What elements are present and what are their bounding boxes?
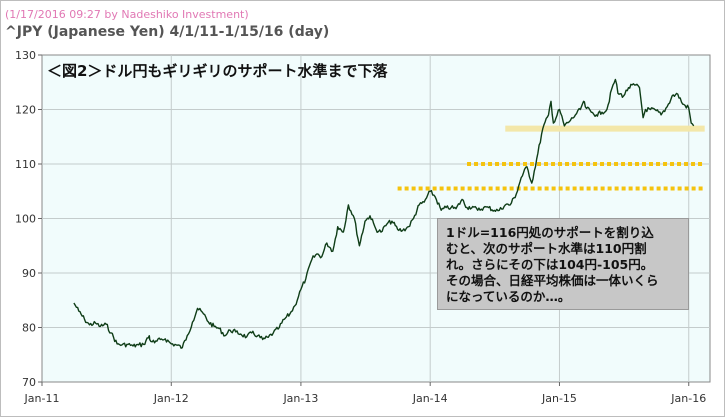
x-axis: Jan-11 Jan-12 Jan-13 Jan-14 Jan-15 Jan-16 [24,382,706,405]
y-axis: 70 80 90 100 110 120 130 [15,49,42,389]
annotation-line: れ。さらにその下は104円-105円。 [446,257,654,272]
chart-title: ＜図2＞ドル円もギリギリのサポート水準まで下落 [47,62,388,80]
chart-header-title: ^JPY (Japanese Yen) 4/1/11-1/15/16 (day) [5,24,330,40]
price-line [73,78,695,349]
x-tick-label: Jan-16 [670,392,706,405]
x-tick-label: Jan-11 [24,392,60,405]
annotation-box: 1ドル=116円処のサポートを割り込 むと、次のサポート水準は110円割 れ。さ… [437,218,689,310]
y-tick-label: 130 [15,49,36,62]
annotation-line: になっているのか…。 [446,289,571,304]
x-tick-label: Jan-13 [282,392,318,405]
y-tick-label: 110 [15,158,36,171]
annotation-line: 1ドル=116円処のサポートを割り込 [446,225,654,240]
x-tick-label: Jan-15 [541,392,577,405]
support-lines [397,125,705,191]
y-tick-label: 70 [22,376,36,389]
x-tick-label: Jan-12 [153,392,189,405]
y-tick-label: 80 [22,322,36,335]
y-tick-label: 90 [22,267,36,280]
y-tick-label: 100 [15,213,36,226]
y-tick-label: 120 [15,104,36,117]
meta-caption: (1/17/2016 09:27 by Nadeshiko Investment… [5,8,249,21]
annotation-line: その場合、日経平均株価は一体いくら [446,273,659,288]
x-tick-label: Jan-14 [412,392,448,405]
annotation-line: むと、次のサポート水準は110円割 [446,241,647,256]
